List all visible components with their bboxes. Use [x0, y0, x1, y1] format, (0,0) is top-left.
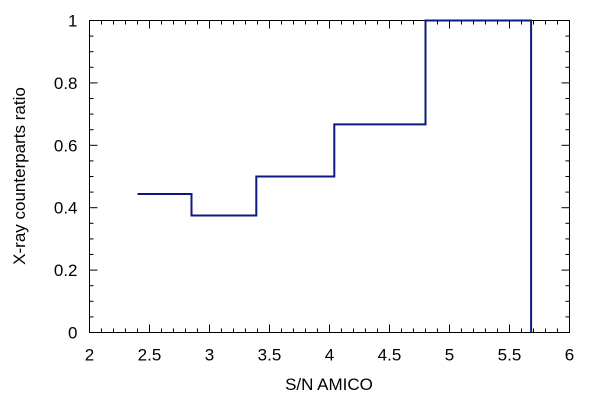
x-tick-label: 6: [565, 346, 574, 365]
x-tick-label: 2.5: [138, 346, 162, 365]
y-tick-label: 1: [68, 12, 77, 31]
x-tick-label: 5: [445, 346, 454, 365]
x-tick-label: 4.5: [378, 346, 402, 365]
x-tick-labels: 2 2.5 3 3.5 4 4.5 5 5.5 6: [85, 346, 574, 365]
x-tick-label: 3.5: [258, 346, 282, 365]
x-tick-label: 2: [85, 346, 94, 365]
x-tick-label: 5.5: [498, 346, 522, 365]
y-tick-label: 0.6: [54, 136, 78, 155]
y-axis-label: X-ray counterparts ratio: [10, 87, 29, 265]
series-line: [137, 19, 533, 333]
y-tick-label: 0: [68, 324, 77, 343]
y-tick-label: 0.4: [54, 199, 78, 218]
x-tick-label: 3: [205, 346, 214, 365]
y-tick-labels: 0 0.2 0.4 0.6 0.8 1: [54, 12, 78, 343]
y-tick-label: 0.8: [54, 74, 78, 93]
x-axis-label: S/N AMICO: [285, 375, 373, 394]
y-tick-label: 0.2: [54, 261, 78, 280]
x-tick-label: 4: [325, 346, 334, 365]
